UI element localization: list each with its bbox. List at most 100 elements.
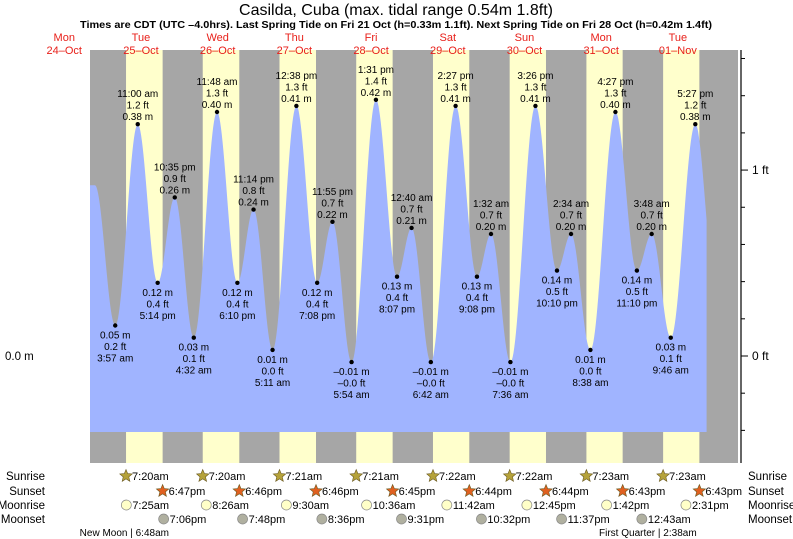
moonset-icon — [396, 513, 407, 525]
tide-label-m: 0.38 m — [122, 112, 153, 123]
tide-label-ft: 1.2 ft — [684, 101, 706, 112]
sunset-star-icon — [155, 483, 170, 497]
sunset-star-icon — [615, 483, 630, 497]
low-tide-marker: 0.03 m0.1 ft9:46 am — [653, 335, 689, 377]
tide-label-m: –0.01 m — [334, 367, 370, 378]
low-tide-dot — [270, 347, 275, 353]
tide-label-time: 7:36 am — [492, 390, 528, 401]
tide-area — [90, 99, 707, 433]
high-tide-dot — [409, 225, 414, 231]
low-tide-dot — [588, 347, 593, 353]
sunrise-time: 7:21am — [362, 471, 399, 483]
tide-label-time: 11:55 pm — [312, 187, 353, 198]
sunrise-star-icon — [579, 468, 594, 482]
low-tide-marker: 0.01 m0.0 ft5:11 am — [255, 347, 290, 389]
tide-label-ft: –0.0 ft — [338, 379, 366, 390]
tide-label-time: 6:42 am — [413, 390, 449, 401]
day-label-dow: Mon — [54, 32, 75, 44]
tide-label-m: 0.20 m — [636, 222, 667, 233]
tide-label-time: 12:40 am — [391, 193, 433, 204]
sunrise-star-icon — [502, 468, 517, 482]
day-label-date: 26–Oct — [200, 45, 235, 57]
high-tide-dot — [294, 103, 299, 109]
day-labels: Mon24–OctTue25–OctWed26–OctThu27–OctFri2… — [47, 32, 698, 57]
high-tide-dot — [214, 109, 220, 115]
day-label-date: 01–Nov — [659, 45, 697, 57]
tide-label-m: 0.01 m — [575, 355, 606, 366]
sunrise-entry: 7:20am — [195, 468, 245, 483]
tide-label-m: 0.41 m — [281, 94, 312, 105]
high-tide-marker: 11:48 am1.3 ft0.40 m — [197, 77, 237, 115]
high-tide-dot — [251, 207, 256, 212]
low-tide-dot — [428, 359, 434, 365]
moonset-icon — [316, 513, 328, 525]
sunset-time: 6:46pm — [245, 486, 282, 498]
chart-title: Casilda, Cuba (max. tidal range 0.54m 1.… — [239, 2, 553, 19]
row-label-left: Sunrise — [6, 471, 45, 483]
tide-label-ft: 1.2 ft — [127, 101, 149, 112]
tide-label-m: 0.26 m — [159, 185, 190, 196]
day-label-dow: Sat — [440, 32, 457, 44]
day-label-dow: Thu — [285, 32, 304, 44]
sunrise-time: 7:20am — [132, 471, 169, 483]
tide-label-time: 3:26 pm — [517, 71, 553, 82]
sunrise-time: 7:23am — [592, 471, 629, 483]
tide-label-m: 0.12 m — [302, 288, 333, 299]
tide-label-ft: –0.0 ft — [417, 379, 445, 390]
tide-label-time: 10:10 pm — [536, 299, 578, 310]
day-label-date: 31–Oct — [583, 45, 618, 57]
moonrise-icon — [441, 499, 453, 511]
high-tide-marker: 1:31 pm1.4 ft0.42 m — [358, 65, 394, 103]
high-tide-dot — [613, 109, 618, 115]
day-label-dow: Mon — [590, 32, 611, 44]
tide-label-time: 4:27 pm — [597, 77, 633, 88]
high-tide-dot — [135, 122, 140, 127]
tide-label-ft: 0.5 ft — [626, 287, 648, 298]
row-label-right: Sunset — [748, 486, 785, 498]
low-tide-dot — [668, 335, 673, 340]
sunset-star-icon — [309, 483, 323, 497]
sunrise-entry: 7:20am — [119, 468, 169, 483]
tide-label-m: 0.40 m — [202, 100, 233, 111]
tide-label-ft: 0.2 ft — [104, 342, 126, 353]
tide-label-time: 8:07 pm — [379, 305, 415, 316]
sunrise-entry: 7:22am — [426, 468, 476, 483]
moonset-icon — [556, 513, 567, 525]
high-tide-marker: 4:27 pm1.3 ft0.40 m — [597, 77, 633, 115]
day-label-date: 24–Oct — [47, 45, 82, 57]
tide-label-ft: 0.4 ft — [147, 299, 169, 310]
tide-label-ft: 0.7 ft — [480, 211, 502, 222]
tide-label-m: 0.41 m — [440, 94, 471, 105]
moonrise-icon — [281, 499, 292, 511]
low-tide-marker: –0.01 m–0.0 ft5:54 am — [334, 359, 370, 401]
high-tide-marker: 11:55 pm0.7 ft0.22 m — [312, 187, 353, 224]
moonset-entry: 7:06pm — [158, 513, 206, 526]
moonrise-time: 11:42am — [453, 500, 495, 512]
sunset-star-icon — [692, 483, 707, 497]
row-label-right: Moonset — [748, 514, 793, 526]
tide-label-m: 0.41 m — [520, 94, 551, 105]
moonset-icon — [237, 513, 248, 525]
tide-label-ft: 0.4 ft — [386, 293, 408, 304]
left-axis-zero-label: 0.0 m — [5, 351, 34, 363]
low-tide-marker: 0.13 m0.4 ft8:07 pm — [379, 274, 415, 316]
sunset-entry: 6:43pm — [692, 483, 742, 498]
moon-phase-label: First Quarter | 2:38am — [599, 528, 697, 539]
tide-label-ft: 0.7 ft — [641, 211, 663, 222]
low-tide-marker: –0.01 m–0.0 ft7:36 am — [492, 359, 528, 401]
tide-label-ft: 0.0 ft — [579, 366, 601, 377]
moonrise-time: 10:36am — [373, 500, 416, 512]
tide-label-m: 0.12 m — [222, 288, 253, 299]
sunset-time: 6:45pm — [399, 486, 436, 498]
day-label-dow: Tue — [669, 32, 688, 44]
high-tide-marker: 2:27 pm1.3 ft0.41 m — [438, 71, 474, 109]
day-label-date: 27–Oct — [277, 45, 312, 57]
moonrise-icon — [361, 499, 372, 511]
high-tide-marker: 3:26 pm1.3 ft0.41 m — [517, 71, 554, 109]
tide-label-m: 0.01 m — [257, 355, 288, 366]
row-label-right: Moonrise — [748, 500, 793, 512]
sunset-star-icon — [462, 483, 477, 497]
axis-tick-label: 1 ft — [752, 163, 769, 177]
tide-label-m: 0.38 m — [680, 112, 711, 123]
